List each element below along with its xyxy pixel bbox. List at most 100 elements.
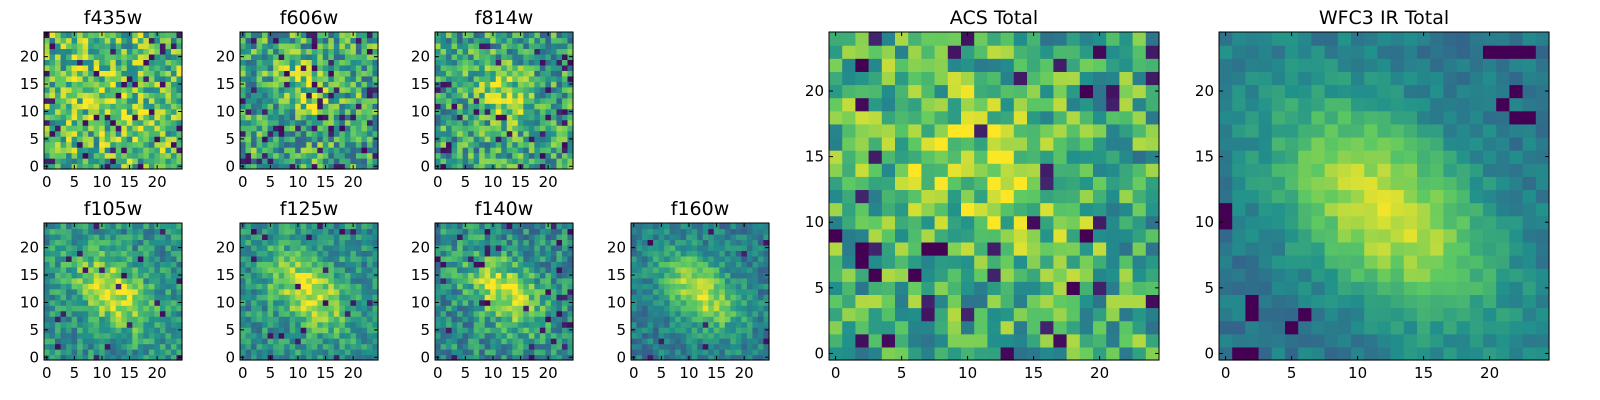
heatmap-cell: [567, 288, 574, 295]
heatmap-cell: [506, 239, 513, 246]
heatmap-cell: [664, 266, 671, 273]
heatmap-cell: [350, 141, 357, 148]
heatmap-cell: [49, 130, 56, 137]
heatmap-cell: [350, 288, 357, 295]
heatmap-cell: [295, 228, 302, 235]
heatmap-cell: [251, 147, 258, 154]
heatmap-cell: [165, 261, 172, 268]
heatmap-cell: [350, 97, 357, 104]
heatmap-cell: [60, 103, 67, 110]
heatmap-cell: [468, 288, 475, 295]
heatmap-cell: [366, 152, 374, 159]
heatmap-cell: [691, 277, 698, 284]
heatmap-cell: [868, 307, 883, 322]
heatmap-cell: [267, 152, 274, 159]
heatmap-cell: [361, 255, 368, 262]
heatmap-cell: [539, 239, 546, 246]
heatmap-cell: [110, 316, 117, 323]
heatmap-cell: [361, 299, 368, 306]
heatmap-cell: [77, 53, 84, 60]
heatmap-cell: [735, 261, 742, 268]
y-tick-label: 5: [420, 130, 430, 148]
heatmap-cell: [176, 261, 183, 268]
heatmap-cell: [322, 294, 329, 301]
heatmap-cell: [344, 48, 351, 55]
heatmap-cell: [366, 92, 374, 99]
heatmap-cell: [567, 114, 574, 121]
heatmap-cell: [339, 250, 346, 257]
heatmap-cell: [66, 343, 73, 350]
heatmap-cell: [300, 305, 307, 312]
heatmap-cell: [49, 299, 56, 306]
heatmap-cell: [245, 305, 252, 312]
heatmap-cell: [328, 349, 335, 356]
heatmap-cell: [490, 53, 497, 60]
heatmap-cell: [366, 266, 374, 273]
heatmap-cell: [523, 37, 530, 44]
heatmap-cell: [868, 228, 883, 243]
heatmap-cell: [77, 239, 84, 246]
heatmap-cell: [93, 37, 100, 44]
heatmap-cell: [262, 299, 269, 306]
heatmap-cell: [697, 250, 704, 257]
heatmap-cell: [556, 114, 563, 121]
heatmap-cell: [642, 255, 649, 262]
heatmap-cell: [333, 316, 340, 323]
heatmap-cell: [647, 343, 654, 350]
heatmap-cell: [669, 288, 676, 295]
heatmap-cell: [658, 228, 665, 235]
heatmap-cell: [534, 332, 541, 339]
heatmap-cell: [245, 266, 252, 273]
heatmap-cell: [479, 239, 486, 246]
heatmap-cell: [495, 310, 502, 317]
heatmap-cell: [71, 266, 78, 273]
heatmap-cell: [262, 147, 269, 154]
heatmap-cell: [440, 92, 447, 99]
heatmap-cell: [256, 343, 263, 350]
heatmap-cell: [121, 81, 128, 88]
heatmap-cell: [44, 103, 51, 110]
heatmap-cell: [278, 108, 285, 115]
heatmap-cell: [93, 163, 100, 170]
heatmap-cell: [49, 354, 56, 361]
heatmap-cell: [473, 114, 480, 121]
heatmap-cell: [115, 244, 122, 251]
heatmap-cell: [523, 316, 530, 323]
heatmap-cell: [545, 310, 552, 317]
heatmap-cell: [517, 48, 524, 55]
heatmap-cell: [115, 141, 122, 148]
heatmap-cell: [545, 97, 552, 104]
heatmap-cell: [300, 92, 307, 99]
heatmap-cell: [49, 338, 56, 345]
heatmap-cell: [355, 53, 363, 60]
heatmap-cell: [350, 114, 357, 121]
heatmap-cell: [490, 294, 497, 301]
heatmap-cell: [137, 141, 144, 148]
heatmap-cell: [55, 244, 62, 251]
heatmap-cell: [170, 239, 178, 246]
heatmap-cell: [300, 136, 307, 143]
heatmap-cell: [512, 277, 519, 284]
heatmap-cell: [934, 228, 949, 243]
heatmap-cell: [556, 244, 563, 251]
heatmap-cell: [495, 272, 502, 279]
heatmap-cell: [631, 277, 638, 284]
heatmap-cell: [523, 310, 530, 317]
heatmap-cell: [60, 70, 67, 77]
heatmap-cell: [451, 343, 458, 350]
heatmap-cell: [746, 349, 754, 356]
heatmap-cell: [479, 130, 486, 137]
heatmap-cell: [719, 338, 726, 345]
heatmap-cell: [1093, 228, 1107, 243]
heatmap-cell: [137, 316, 144, 323]
heatmap-cell: [289, 64, 296, 71]
heatmap-cell: [675, 233, 682, 241]
heatmap-cell: [132, 70, 139, 77]
heatmap-cell: [881, 176, 896, 191]
heatmap-cell: [680, 316, 687, 323]
heatmap-cell: [77, 233, 84, 241]
heatmap-cell: [126, 244, 133, 251]
heatmap-cell: [165, 158, 172, 165]
heatmap-cell: [148, 277, 155, 284]
heatmap-cell: [66, 349, 73, 356]
